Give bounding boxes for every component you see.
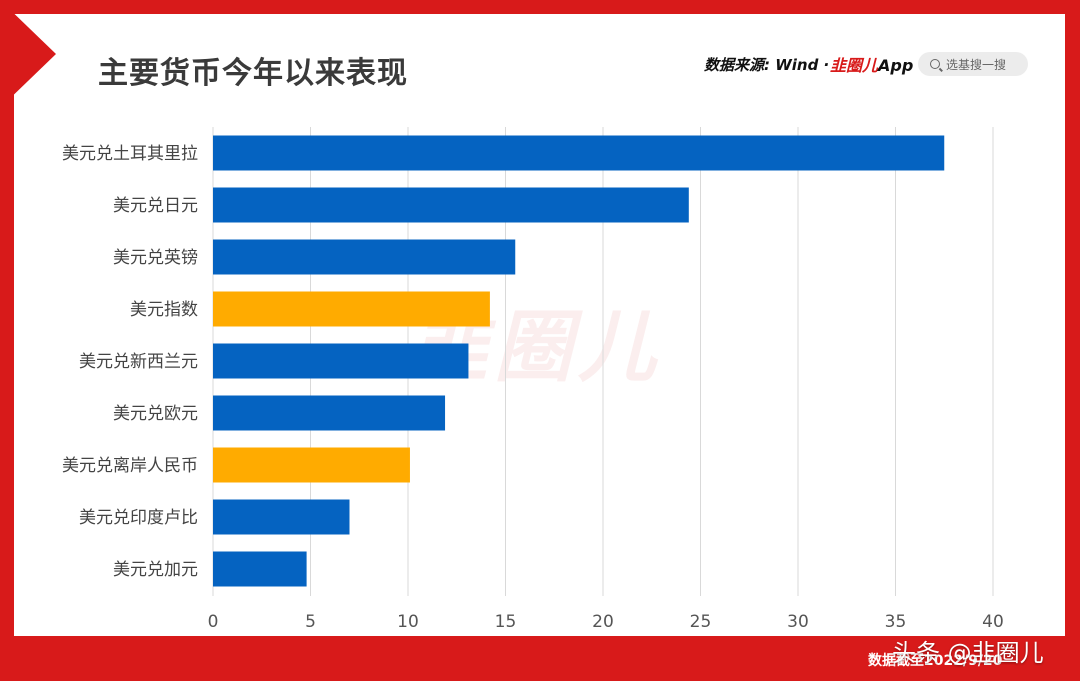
- bar: [213, 239, 516, 275]
- search-placeholder: 选基搜一搜: [946, 57, 1007, 72]
- bar: [213, 187, 689, 223]
- category-label: 美元兑日元: [113, 196, 198, 216]
- data-source: 数据来源: Wind ·: [704, 56, 830, 74]
- category-label: 美元兑离岸人民币: [62, 456, 198, 476]
- bar: [213, 447, 410, 483]
- x-tick-label: 25: [690, 612, 712, 632]
- bar: [213, 343, 469, 379]
- x-tick-label: 35: [885, 612, 907, 632]
- x-tick-label: 20: [592, 612, 614, 632]
- chart-card: [14, 14, 1065, 636]
- search-icon: [930, 59, 940, 69]
- search-box[interactable]: 选基搜一搜: [918, 52, 1028, 76]
- footer-brand: 头条 @韭圈儿: [892, 639, 1044, 667]
- category-label: 美元指数: [130, 300, 198, 320]
- category-label: 美元兑加元: [113, 560, 198, 580]
- x-tick-label: 10: [397, 612, 419, 632]
- category-label: 美元兑土耳其里拉: [62, 144, 198, 164]
- category-label: 美元兑英镑: [113, 248, 198, 268]
- corner-notch: [0, 0, 56, 108]
- bar: [213, 551, 307, 587]
- x-tick-label: 5: [305, 612, 316, 632]
- bar: [213, 395, 446, 431]
- category-label: 美元兑印度卢比: [79, 508, 198, 528]
- x-tick-label: 0: [208, 612, 219, 632]
- category-label: 美元兑欧元: [113, 404, 198, 424]
- app-logo-suffix: App: [878, 56, 914, 75]
- x-tick-label: 30: [787, 612, 809, 632]
- page-title: 主要货币今年以来表现: [98, 56, 408, 91]
- bar: [213, 135, 945, 171]
- app-logo-mark: 韭圈儿: [830, 56, 879, 75]
- x-tick-label: 15: [495, 612, 517, 632]
- data-date-note: 数据截至2022/9/20: [868, 653, 1003, 669]
- bar: [213, 499, 350, 535]
- app-logo: 韭圈儿App: [830, 52, 913, 76]
- x-tick-label: 40: [982, 612, 1004, 632]
- category-label: 美元兑新西兰元: [79, 352, 198, 372]
- bar: [213, 291, 490, 327]
